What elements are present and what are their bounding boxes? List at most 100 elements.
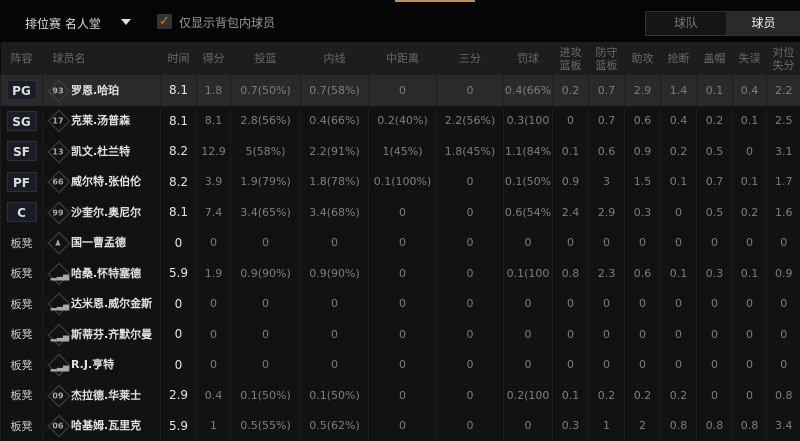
stat-cell: 0.3(100 xyxy=(504,106,553,137)
stat-cell: 0.1 xyxy=(661,167,697,198)
column-header[interactable]: 抢断 xyxy=(661,42,697,75)
stat-cell: 0 xyxy=(231,350,301,381)
column-header[interactable]: 投篮 xyxy=(231,42,301,75)
player-name-cell[interactable]: ▂▃▅达米恩.威尔金斯 xyxy=(43,289,161,320)
stat-cell: 0 xyxy=(553,106,589,137)
column-header[interactable]: 内线 xyxy=(301,42,369,75)
stat-cell: 0 xyxy=(767,289,800,320)
stat-cell: 0 xyxy=(231,228,301,259)
stat-cell: 0.3 xyxy=(697,258,733,289)
stat-cell: 0 xyxy=(301,289,369,320)
filter-label[interactable]: 仅显示背包内球员 xyxy=(179,14,275,31)
tab-players[interactable]: 球员 xyxy=(726,12,800,35)
stat-cell: 2.5 xyxy=(767,106,800,137)
stat-cell: 0 xyxy=(553,228,589,259)
position-cell: SG xyxy=(1,106,43,137)
stat-cell: 0 xyxy=(231,289,301,320)
column-header[interactable]: 三分 xyxy=(437,42,504,75)
stat-cell: 0.3 xyxy=(553,411,589,441)
signal-bars-icon: ▂▃▅ xyxy=(48,323,71,346)
stat-cell: 5(58%) xyxy=(231,136,301,167)
column-header[interactable]: 失误 xyxy=(733,42,767,75)
stat-cell: 0.8 xyxy=(661,411,697,441)
player-name-cell[interactable]: ♟国一曹孟德 xyxy=(43,228,161,259)
stat-cell: 0 xyxy=(504,228,553,259)
stat-cell: 0 xyxy=(197,350,231,381)
player-name-cell[interactable]: ▂▃▅斯蒂芬.齐默尔曼 xyxy=(43,319,161,350)
column-header[interactable]: 阵容 xyxy=(1,42,43,75)
player-name-cell[interactable]: ▂▃▅哈桑.怀特塞德 xyxy=(43,258,161,289)
signal-bars-icon: ▂▃▅ xyxy=(48,354,71,377)
player-name: 国一曹孟德 xyxy=(71,236,126,249)
column-header[interactable]: 盖帽 xyxy=(697,42,733,75)
column-header[interactable]: 时间 xyxy=(161,42,197,75)
stat-cell: 7.4 xyxy=(197,197,231,228)
stat-cell: 0.8 xyxy=(553,258,589,289)
stat-cell: 0.1(100 xyxy=(504,258,553,289)
player-name: 克莱.汤普森 xyxy=(71,114,130,127)
column-header[interactable]: 中距离 xyxy=(369,42,437,75)
stat-cell: 0 xyxy=(369,319,437,350)
stat-cell: 0 xyxy=(161,319,197,350)
stat-cell: 0 xyxy=(161,350,197,381)
stat-cell: 0.3 xyxy=(625,197,661,228)
column-header[interactable]: 助攻 xyxy=(625,42,661,75)
stat-cell: 0 xyxy=(697,228,733,259)
column-header[interactable]: 对位失分 xyxy=(767,42,800,75)
chevron-down-icon[interactable] xyxy=(121,19,131,25)
column-header[interactable]: 得分 xyxy=(197,42,231,75)
stat-cell: 2.9 xyxy=(589,197,625,228)
stat-cell: 0.7 xyxy=(589,75,625,106)
stat-cell: 2 xyxy=(625,411,661,441)
column-header[interactable]: 球员名 xyxy=(43,42,161,75)
player-name-cell[interactable]: ▂▃▅R.J.亨特 xyxy=(43,350,161,381)
stat-cell: 0.8 xyxy=(733,411,767,441)
jersey-number-icon: 66 xyxy=(48,171,71,194)
stat-cell: 0 xyxy=(369,289,437,320)
column-header[interactable]: 进攻篮板 xyxy=(553,42,589,75)
position-cell: 板凳 xyxy=(1,380,43,411)
stat-cell: 0.5(62%) xyxy=(301,411,369,441)
player-name: 威尔特.张伯伦 xyxy=(71,175,141,188)
stat-cell: 0 xyxy=(733,350,767,381)
stat-cell: 0.5 xyxy=(697,136,733,167)
stat-cell: 0.6 xyxy=(625,106,661,137)
mode-dropdown[interactable]: 排位赛 名人堂 xyxy=(25,15,101,32)
tab-team[interactable]: 球队 xyxy=(646,12,726,35)
stat-cell: 8.2 xyxy=(161,136,197,167)
stat-cell: 1.7 xyxy=(767,167,800,198)
jersey-number-icon: 06 xyxy=(48,415,71,438)
stat-cell: 0 xyxy=(437,75,504,106)
player-name: 凯文.杜兰特 xyxy=(71,145,130,158)
stat-cell: 0 xyxy=(504,319,553,350)
column-header[interactable]: 防守篮板 xyxy=(589,42,625,75)
stat-cell: 0 xyxy=(437,380,504,411)
stat-cell: 0.6 xyxy=(589,136,625,167)
position-cell: 板凳 xyxy=(1,411,43,441)
position-cell: SF xyxy=(1,136,43,167)
stat-cell: 0 xyxy=(733,319,767,350)
checkbox-filter[interactable]: ✓ xyxy=(157,14,172,29)
stat-cell: 0 xyxy=(197,228,231,259)
column-header[interactable]: 罚球 xyxy=(504,42,553,75)
position-label: 板凳 xyxy=(11,389,33,402)
